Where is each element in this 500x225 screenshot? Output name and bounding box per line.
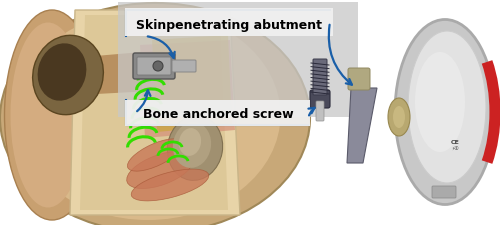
- Ellipse shape: [388, 98, 410, 136]
- FancyBboxPatch shape: [432, 186, 456, 198]
- Ellipse shape: [16, 10, 280, 220]
- Ellipse shape: [4, 10, 100, 220]
- FancyBboxPatch shape: [172, 60, 196, 72]
- Polygon shape: [70, 10, 240, 215]
- FancyBboxPatch shape: [125, 100, 310, 126]
- Ellipse shape: [10, 22, 86, 207]
- Circle shape: [153, 61, 163, 71]
- Ellipse shape: [393, 106, 405, 128]
- FancyBboxPatch shape: [313, 59, 327, 95]
- Text: Skinpenetrating abutment: Skinpenetrating abutment: [136, 18, 322, 32]
- FancyBboxPatch shape: [137, 57, 171, 75]
- Ellipse shape: [32, 35, 104, 115]
- Polygon shape: [72, 50, 170, 95]
- FancyBboxPatch shape: [348, 68, 370, 90]
- Ellipse shape: [126, 151, 194, 189]
- Text: CE: CE: [450, 140, 460, 144]
- Text: ⚡①: ⚡①: [451, 146, 459, 151]
- Text: Bone anchored screw: Bone anchored screw: [142, 108, 294, 122]
- Ellipse shape: [38, 43, 86, 101]
- Polygon shape: [152, 35, 232, 132]
- Ellipse shape: [173, 122, 211, 168]
- Ellipse shape: [408, 31, 486, 183]
- Polygon shape: [140, 40, 235, 138]
- FancyBboxPatch shape: [316, 101, 324, 121]
- Ellipse shape: [179, 128, 201, 156]
- FancyBboxPatch shape: [133, 53, 175, 79]
- Polygon shape: [347, 88, 377, 163]
- FancyBboxPatch shape: [125, 8, 333, 36]
- Ellipse shape: [168, 116, 222, 180]
- Ellipse shape: [0, 3, 310, 225]
- FancyBboxPatch shape: [310, 90, 330, 108]
- FancyBboxPatch shape: [118, 2, 358, 117]
- Ellipse shape: [395, 20, 495, 205]
- Ellipse shape: [128, 139, 182, 171]
- Ellipse shape: [131, 169, 209, 201]
- Ellipse shape: [415, 52, 465, 152]
- Polygon shape: [80, 15, 228, 210]
